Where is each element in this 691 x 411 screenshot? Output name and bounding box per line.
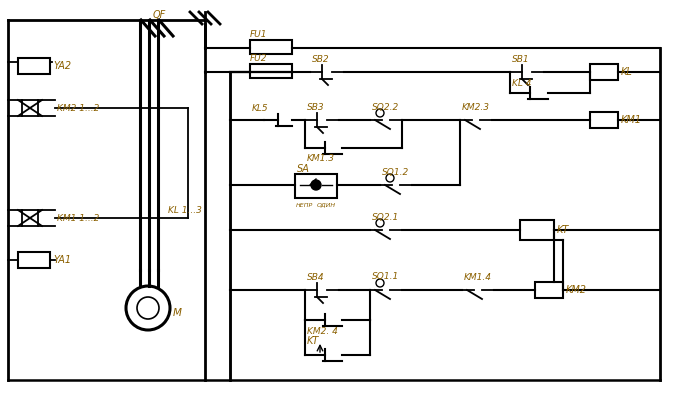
Text: KM2. 4: KM2. 4 xyxy=(307,328,338,337)
Text: SQ2.1: SQ2.1 xyxy=(372,212,399,222)
Text: YA1: YA1 xyxy=(53,255,71,265)
Text: SB4: SB4 xyxy=(307,272,325,282)
Text: KM1.3: KM1.3 xyxy=(307,153,335,162)
Text: FU2: FU2 xyxy=(250,53,267,62)
Text: KM2.3: KM2.3 xyxy=(462,102,490,111)
Circle shape xyxy=(311,180,321,190)
Bar xyxy=(250,40,292,54)
Text: SQ1.1: SQ1.1 xyxy=(372,272,399,282)
Text: KL 4: KL 4 xyxy=(512,79,531,88)
Text: SB1: SB1 xyxy=(512,55,529,64)
Bar xyxy=(250,64,292,78)
Text: KL: KL xyxy=(621,67,633,77)
Text: YA2: YA2 xyxy=(53,61,71,71)
Bar xyxy=(590,112,618,128)
Text: KM2: KM2 xyxy=(566,285,587,295)
Text: M: M xyxy=(173,308,182,318)
Bar xyxy=(590,64,618,80)
Bar xyxy=(18,58,50,74)
Text: QF: QF xyxy=(153,10,167,20)
Bar xyxy=(18,252,50,268)
Text: SB3: SB3 xyxy=(307,102,325,111)
Bar xyxy=(535,282,563,298)
Bar xyxy=(520,220,554,240)
Text: SQ2.2: SQ2.2 xyxy=(372,102,399,111)
Text: FU1: FU1 xyxy=(250,30,267,39)
Text: SB2: SB2 xyxy=(312,55,330,64)
Text: НЕПР: НЕПР xyxy=(296,203,313,208)
Text: KM1.4: KM1.4 xyxy=(464,272,492,282)
Bar xyxy=(295,174,337,198)
Text: KM2 1...2: KM2 1...2 xyxy=(57,104,100,113)
Text: SA: SA xyxy=(297,164,310,174)
Text: KL 1...3: KL 1...3 xyxy=(168,206,202,215)
Text: SQ1.2: SQ1.2 xyxy=(382,168,409,176)
Text: KM1 1...2: KM1 1...2 xyxy=(57,213,100,222)
Text: ОДИН: ОДИН xyxy=(317,203,336,208)
Text: KT: KT xyxy=(307,336,319,346)
Text: KT: KT xyxy=(557,225,569,235)
Text: KL5: KL5 xyxy=(252,104,269,113)
Text: KM1: KM1 xyxy=(621,115,642,125)
